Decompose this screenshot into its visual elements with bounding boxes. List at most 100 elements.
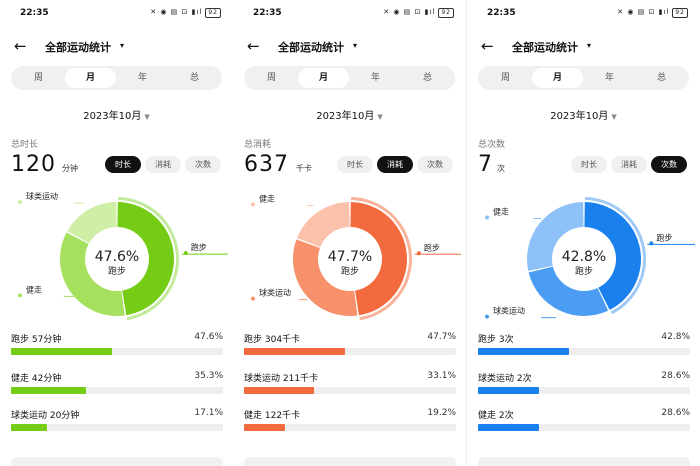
bottom-card xyxy=(244,457,456,466)
tab-month[interactable]: 月 xyxy=(298,68,349,88)
row-name: 球类运动 2次 xyxy=(478,374,532,384)
metric-btn-duration[interactable]: 时长 xyxy=(571,156,607,173)
row-name: 健走 2次 xyxy=(478,411,514,421)
donut-slice xyxy=(528,266,609,316)
row-name: 跑步 57分钟 xyxy=(11,335,62,345)
callout-dot xyxy=(649,241,654,246)
tab-month[interactable]: 月 xyxy=(65,68,116,88)
list-item[interactable]: 健走 42分钟 35.3% xyxy=(11,371,223,401)
list-item[interactable]: 跑步 57分钟 47.6% xyxy=(11,332,223,362)
row-percent: 28.6% xyxy=(661,408,690,418)
metric-btn-calories[interactable]: 消耗 xyxy=(145,156,181,173)
back-arrow-icon[interactable]: ← xyxy=(481,37,494,55)
list-item[interactable]: 球类运动 211千卡 33.1% xyxy=(244,371,456,401)
period-tabs: 周 月 年 总 xyxy=(244,66,455,90)
callout-dot xyxy=(183,251,188,256)
period-tabs: 周 月 年 总 xyxy=(11,66,222,90)
tab-week[interactable]: 周 xyxy=(500,73,510,83)
callout-label: 跑步 xyxy=(656,233,672,242)
total-unit: 千卡 xyxy=(296,164,312,173)
metric-btn-calories[interactable]: 消耗 xyxy=(611,156,647,173)
metric-btn-count[interactable]: 次数 xyxy=(417,156,453,173)
tab-week[interactable]: 周 xyxy=(266,73,276,83)
header: ← 全部运动统计 ▾ xyxy=(233,36,466,58)
chevron-down-icon: ▼ xyxy=(144,113,150,121)
row-name: 健走 42分钟 xyxy=(11,374,62,384)
row-percent: 17.1% xyxy=(194,408,223,418)
callout-label: 球类运动 xyxy=(259,288,291,298)
progress-fill xyxy=(478,387,539,394)
title-dropdown-icon[interactable]: ▾ xyxy=(587,41,592,50)
metric-label: 总消耗 xyxy=(244,140,272,150)
status-bar: 22:35 ✕ ◉ ▤ ⊡ ▮ıl 92 xyxy=(233,0,466,26)
month-selector[interactable]: 2023年10月 ▼ xyxy=(233,107,466,122)
status-bar: 22:35 ✕ ◉ ▤ ⊡ ▮ıl 92 xyxy=(467,0,700,26)
total-value: 120 xyxy=(11,152,56,177)
tab-total[interactable]: 总 xyxy=(656,73,666,83)
battery-icon: 92 xyxy=(438,8,454,18)
month-label: 2023年10月 xyxy=(316,111,375,122)
month-selector[interactable]: 2023年10月 ▼ xyxy=(467,107,700,122)
bottom-card xyxy=(11,457,223,466)
donut-slice xyxy=(67,202,117,244)
row-percent: 47.7% xyxy=(427,332,456,342)
tab-week[interactable]: 周 xyxy=(33,73,43,83)
tab-month[interactable]: 月 xyxy=(532,68,583,88)
list-item[interactable]: 健走 2次 28.6% xyxy=(478,408,690,438)
status-bar: 22:35 ✕ ◉ ▤ ⊡ ▮ıl 92 xyxy=(0,0,233,26)
page-title[interactable]: 全部运动统计 xyxy=(278,41,344,54)
back-arrow-icon[interactable]: ← xyxy=(14,37,27,55)
progress-fill xyxy=(11,387,86,394)
progress-track xyxy=(11,387,223,394)
donut-slice xyxy=(297,202,350,248)
progress-fill xyxy=(244,348,346,355)
center-label: 跑步 xyxy=(575,265,593,277)
callout-dot xyxy=(485,215,489,220)
row-percent: 28.6% xyxy=(661,371,690,381)
header: ← 全部运动统计 ▾ xyxy=(467,36,700,58)
status-icons: ✕ ◉ ▤ ⊡ ▮ıl 92 xyxy=(383,8,454,18)
status-icons: ✕ ◉ ▤ ⊡ ▮ıl 92 xyxy=(150,8,221,18)
metric-btn-calories[interactable]: 消耗 xyxy=(377,156,413,173)
list-item[interactable]: 健走 122千卡 19.2% xyxy=(244,408,456,438)
metric-btn-duration[interactable]: 时长 xyxy=(337,156,373,173)
tab-year[interactable]: 年 xyxy=(370,73,380,83)
month-label: 2023年10月 xyxy=(550,111,609,122)
list-item[interactable]: 跑步 304千卡 47.7% xyxy=(244,332,456,362)
page-title[interactable]: 全部运动统计 xyxy=(512,41,578,54)
page-title[interactable]: 全部运动统计 xyxy=(45,41,111,54)
center-percent: 42.8% xyxy=(562,249,606,265)
metric-btn-count[interactable]: 次数 xyxy=(185,156,221,173)
metric-btn-count[interactable]: 次数 xyxy=(651,156,687,173)
header: ← 全部运动统计 ▾ xyxy=(0,36,233,58)
progress-track xyxy=(244,348,456,355)
progress-fill xyxy=(244,424,285,431)
metric-btn-duration[interactable]: 时长 xyxy=(105,156,141,173)
tab-year[interactable]: 年 xyxy=(137,73,147,83)
tab-year[interactable]: 年 xyxy=(604,73,614,83)
center-percent: 47.7% xyxy=(328,249,372,265)
list-item[interactable]: 球类运动 20分钟 17.1% xyxy=(11,408,223,438)
row-percent: 19.2% xyxy=(427,408,456,418)
progress-track xyxy=(244,387,456,394)
list-item[interactable]: 球类运动 2次 28.6% xyxy=(478,371,690,401)
donut-slice xyxy=(293,239,358,316)
month-selector[interactable]: 2023年10月 ▼ xyxy=(0,107,233,122)
progress-fill xyxy=(478,348,569,355)
back-arrow-icon[interactable]: ← xyxy=(247,37,260,55)
tab-total[interactable]: 总 xyxy=(189,73,199,83)
callout-label: 跑步 xyxy=(424,243,440,252)
title-dropdown-icon[interactable]: ▾ xyxy=(353,41,358,50)
row-name: 健走 122千卡 xyxy=(244,411,301,421)
callout-label: 球类运动 xyxy=(26,191,58,201)
total-value: 7 xyxy=(478,152,493,177)
period-tabs: 周 月 年 总 xyxy=(478,66,689,90)
list-item[interactable]: 跑步 3次 42.8% xyxy=(478,332,690,362)
tab-total[interactable]: 总 xyxy=(422,73,432,83)
callout-dot xyxy=(18,200,22,205)
title-dropdown-icon[interactable]: ▾ xyxy=(120,41,125,50)
row-percent: 33.1% xyxy=(427,371,456,381)
row-name: 球类运动 20分钟 xyxy=(11,411,80,421)
